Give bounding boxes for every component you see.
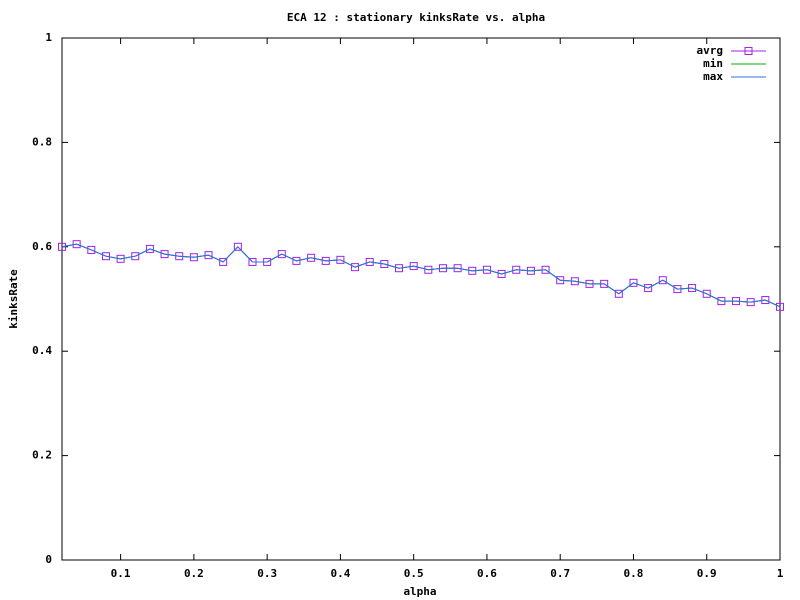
marker [629, 278, 638, 287]
x-tick-label: 0.5 [404, 567, 424, 580]
marker [72, 240, 81, 249]
x-tick-label: 0.2 [184, 567, 204, 580]
x-tick-label: 1 [777, 567, 784, 580]
marker [776, 302, 784, 311]
marker [644, 284, 653, 293]
x-axis-label: alpha [403, 585, 436, 598]
chart-title: ECA 12 : stationary kinksRate vs. alpha [287, 11, 545, 24]
legend-label: min [703, 57, 723, 70]
marker [351, 263, 360, 272]
legend-marker [744, 47, 753, 55]
marker [87, 245, 96, 254]
marker [145, 244, 154, 253]
marker [292, 256, 301, 265]
series-line [61, 243, 781, 308]
x-tick-label: 0.8 [624, 567, 644, 580]
series-line [61, 243, 781, 308]
marker [658, 276, 667, 285]
legend-label: avrg [697, 44, 724, 57]
marker [58, 242, 66, 251]
marker [277, 250, 286, 259]
x-tick-label: 0.3 [257, 567, 277, 580]
y-tick-label: 0.4 [32, 344, 52, 357]
x-tick-label: 0.6 [477, 567, 497, 580]
marker [101, 252, 110, 261]
marker [497, 269, 506, 278]
x-tick-label: 0.7 [550, 567, 570, 580]
marker [219, 257, 228, 266]
plot-frame [61, 37, 781, 561]
marker [702, 289, 711, 298]
y-axis-label: kinksRate [7, 269, 20, 329]
marker [614, 289, 623, 298]
marker [116, 254, 125, 263]
x-tick-label: 0.1 [111, 567, 131, 580]
marker [233, 242, 242, 251]
y-tick-label: 0.2 [32, 449, 52, 462]
x-tick-label: 0.4 [330, 567, 350, 580]
x-tick-label: 0.9 [697, 567, 717, 580]
legend-label: max [703, 70, 723, 83]
y-tick-label: 1 [45, 31, 52, 44]
y-tick-label: 0.6 [32, 240, 52, 253]
series-line [61, 243, 781, 308]
y-tick-label: 0.8 [32, 135, 52, 148]
y-tick-label: 0 [45, 553, 52, 566]
marker [307, 253, 316, 262]
marker [131, 252, 140, 261]
